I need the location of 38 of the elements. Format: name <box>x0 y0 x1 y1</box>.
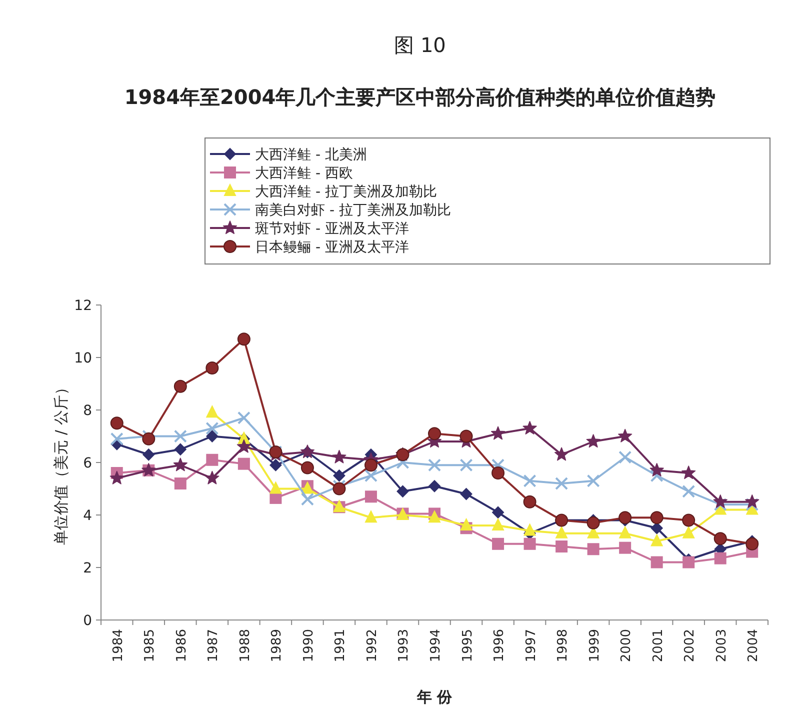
x-tick-label: 1988 <box>238 629 253 662</box>
legend-label: 斑节对虾 - 亚洲及太平洋 <box>255 221 409 237</box>
x-tick-label: 1992 <box>364 629 380 662</box>
x-tick-label: 1984 <box>110 629 126 662</box>
x-tick-label: 2000 <box>619 629 634 662</box>
legend-label: 大西洋鲑 - 拉丁美洲及加勒比 <box>255 184 437 200</box>
x-tick-label: 1985 <box>142 629 158 662</box>
x-tick-label: 1995 <box>460 629 476 662</box>
legend-label: 大西洋鲑 - 北美洲 <box>255 147 367 163</box>
x-tick-label: 1989 <box>270 629 285 662</box>
y-tick-label: 12 <box>74 298 92 314</box>
x-tick-label: 1993 <box>396 629 412 662</box>
y-tick-label: 0 <box>83 613 92 629</box>
x-axis-title: 年 份 <box>416 688 454 706</box>
legend-label: 大西洋鲑 - 西欧 <box>255 166 353 182</box>
subtitle: 1984年至2004年几个主要产区中部分高价值种类的单位价值趋势 <box>124 85 716 109</box>
x-tick-label: 2002 <box>682 629 698 662</box>
y-tick-label: 4 <box>83 508 92 524</box>
x-tick-label: 1990 <box>301 629 316 662</box>
y-axis-title: 单位价值（美元 / 公斤） <box>52 380 70 545</box>
x-tick-label: 1999 <box>587 629 602 662</box>
x-tick-label: 1997 <box>524 629 539 662</box>
title: 图 10 <box>394 33 446 57</box>
y-tick-label: 10 <box>74 350 92 366</box>
y-tick-label: 8 <box>83 403 92 419</box>
x-tick-label: 1987 <box>206 629 222 662</box>
y-tick-label: 2 <box>83 560 92 576</box>
y-tick-label: 6 <box>83 456 92 472</box>
x-tick-label: 2004 <box>746 629 762 662</box>
x-tick-label: 1986 <box>174 629 190 662</box>
x-tick-label: 1998 <box>556 629 571 662</box>
x-tick-label: 1994 <box>428 629 444 662</box>
x-tick-label: 1996 <box>492 629 508 662</box>
legend-label: 南美白对虾 - 拉丁美洲及加勒比 <box>255 202 451 218</box>
legend-label: 日本鳗鲡 - 亚洲及太平洋 <box>255 240 409 256</box>
x-tick-label: 2003 <box>714 629 730 662</box>
x-tick-label: 1991 <box>333 629 348 662</box>
x-tick-label: 2001 <box>650 629 666 662</box>
